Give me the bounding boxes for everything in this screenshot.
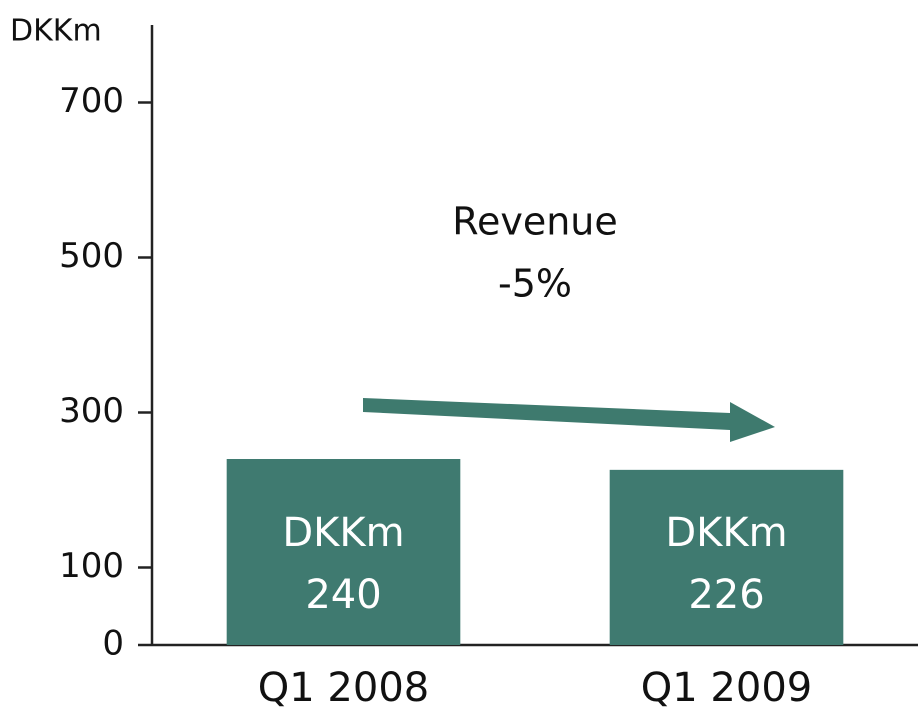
annotation: -5% xyxy=(498,262,572,306)
bar xyxy=(226,459,461,645)
y-tick-label: 100 xyxy=(59,546,124,586)
y-tick-label: 500 xyxy=(59,236,124,276)
x-tick-label: Q1 2009 xyxy=(641,665,812,711)
value-label: DKKm 226 xyxy=(665,510,787,618)
y-axis-label: DKKm xyxy=(10,14,102,49)
bar xyxy=(609,469,844,645)
annotation: Revenue xyxy=(452,200,618,244)
y-tick-label: 300 xyxy=(59,391,124,431)
y-tick-label: 700 xyxy=(59,81,124,121)
y-tick-label: 0 xyxy=(102,624,124,664)
x-tick-label: Q1 2008 xyxy=(258,665,429,711)
value-label: DKKm 240 xyxy=(282,510,404,618)
trend-arrow xyxy=(363,398,775,442)
